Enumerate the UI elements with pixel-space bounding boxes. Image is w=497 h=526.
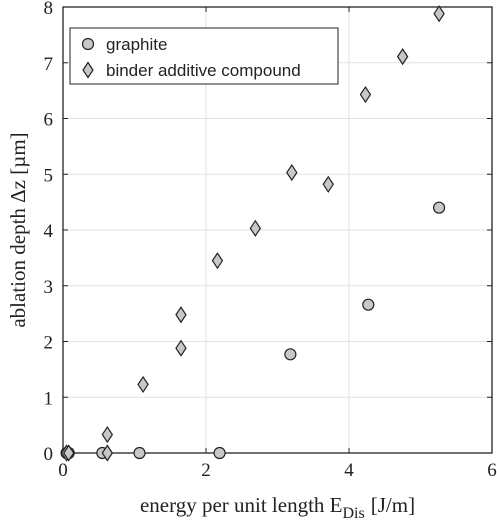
binder-additive-compound-point bbox=[396, 48, 409, 66]
binder-additive-compound-point bbox=[249, 219, 262, 237]
legend: graphite binder additive compound bbox=[69, 27, 339, 85]
binder-additive-compound-point bbox=[137, 375, 149, 394]
x-tick-label: 0 bbox=[58, 460, 68, 481]
binder-additive-compound-point bbox=[433, 5, 445, 23]
binder-additive-compound-point bbox=[286, 163, 298, 182]
legend-box bbox=[69, 27, 339, 85]
binder-additive-compound-point bbox=[101, 444, 114, 462]
graphite-point bbox=[432, 201, 446, 214]
legend-binder-additive-compound-label: binder additive compound bbox=[106, 61, 301, 80]
legend-binder-additive-compound-marker bbox=[82, 61, 94, 79]
graphite-point bbox=[213, 446, 226, 460]
y-tick-label: 4 bbox=[44, 221, 54, 242]
y-tick-label: 8 bbox=[44, 0, 54, 19]
x-axis-label-subscript: Dis bbox=[343, 505, 365, 522]
legend-graphite-label: graphite bbox=[106, 35, 167, 54]
graphite-point bbox=[284, 348, 297, 361]
data-markers bbox=[60, 5, 446, 462]
binder-additive-compound-point bbox=[359, 85, 372, 104]
x-tick-label: 6 bbox=[487, 460, 497, 481]
binder-additive-compound-point bbox=[322, 175, 334, 193]
binder-additive-compound-point bbox=[175, 306, 187, 324]
y-tick-label: 5 bbox=[44, 165, 54, 186]
y-tick-label: 1 bbox=[44, 388, 54, 409]
y-tick-label: 3 bbox=[44, 277, 54, 298]
y-tick-label: 2 bbox=[44, 333, 54, 354]
y-tick-label: 7 bbox=[44, 54, 54, 75]
x-axis-label-unit: [J/m] bbox=[371, 493, 415, 517]
x-tick-labels: 0 2 4 6 bbox=[58, 460, 497, 481]
y-tick-labels: 0 1 2 3 4 5 6 7 8 bbox=[44, 0, 54, 465]
y-tick-label: 0 bbox=[44, 444, 54, 465]
x-tick-label: 2 bbox=[201, 460, 211, 481]
y-tick-label: 6 bbox=[44, 110, 54, 131]
binder-additive-compound-point bbox=[211, 252, 224, 270]
binder-additive-compound-point bbox=[175, 339, 187, 357]
graphite-point bbox=[133, 446, 146, 460]
x-axis-label-main: energy per unit length E bbox=[140, 493, 343, 517]
y-axis-label: ablation depth Δz [µm] bbox=[6, 132, 30, 327]
binder-additive-compound-point bbox=[101, 426, 114, 444]
graphite-point bbox=[362, 298, 375, 311]
legend-graphite-marker bbox=[81, 37, 95, 51]
x-tick-label: 4 bbox=[344, 460, 354, 481]
x-axis-label: energy per unit length EDis [J/m] bbox=[140, 493, 415, 522]
binder-additive-compound-point bbox=[62, 444, 75, 462]
